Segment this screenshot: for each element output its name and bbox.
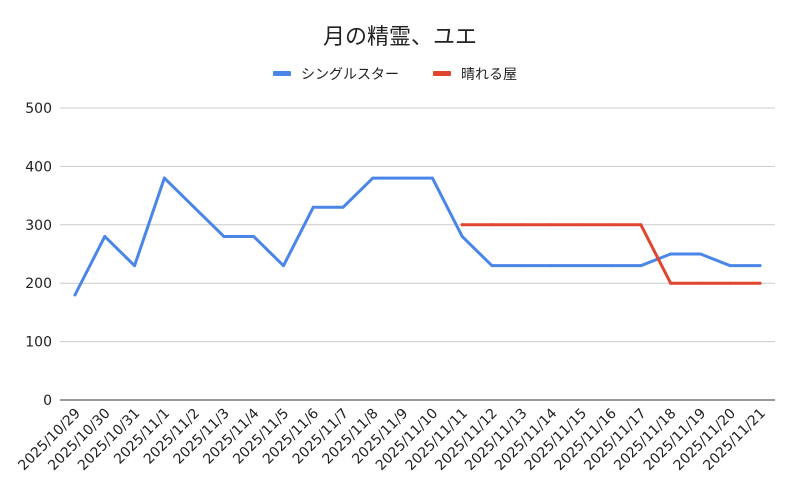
data-point[interactable]: [579, 223, 583, 227]
data-point[interactable]: [698, 281, 702, 285]
legend-swatch-2: [433, 71, 451, 76]
data-point[interactable]: [192, 205, 196, 209]
data-point[interactable]: [639, 264, 643, 268]
data-point[interactable]: [460, 223, 464, 227]
data-point[interactable]: [490, 264, 494, 268]
data-point[interactable]: [371, 176, 375, 180]
data-point[interactable]: [162, 176, 166, 180]
legend-label-1: シングルスター: [301, 67, 399, 83]
data-point[interactable]: [341, 205, 345, 209]
series-line-2[interactable]: [460, 223, 762, 285]
data-point[interactable]: [430, 176, 434, 180]
legend-swatch-1: [273, 71, 291, 76]
data-point[interactable]: [311, 205, 315, 209]
data-point[interactable]: [669, 281, 673, 285]
data-point[interactable]: [550, 223, 554, 227]
data-point[interactable]: [728, 264, 732, 268]
data-point[interactable]: [460, 234, 464, 238]
data-point[interactable]: [103, 234, 107, 238]
y-tick-label: 300: [25, 218, 52, 234]
data-point[interactable]: [639, 223, 643, 227]
data-point[interactable]: [73, 293, 77, 297]
data-point[interactable]: [698, 252, 702, 256]
gridlines: [60, 107, 775, 401]
y-tick-label: 200: [25, 276, 52, 292]
data-point[interactable]: [222, 234, 226, 238]
legend-item-2[interactable]: 晴れる屋: [433, 67, 517, 83]
data-point[interactable]: [520, 223, 524, 227]
data-point[interactable]: [758, 264, 762, 268]
data-point[interactable]: [401, 176, 405, 180]
y-tick-label: 400: [25, 159, 52, 175]
data-point[interactable]: [579, 264, 583, 268]
series-line-1[interactable]: [73, 176, 762, 297]
y-axis: 0 100 200 300 400 500: [25, 101, 52, 409]
data-point[interactable]: [550, 264, 554, 268]
chart-title: 月の精霊、ユエ: [323, 25, 477, 50]
data-point[interactable]: [728, 281, 732, 285]
y-tick-label: 500: [25, 101, 52, 117]
legend-label-2: 晴れる屋: [461, 67, 517, 83]
y-tick-label: 0: [43, 393, 52, 409]
data-point[interactable]: [669, 252, 673, 256]
data-point[interactable]: [281, 264, 285, 268]
data-point[interactable]: [609, 223, 613, 227]
series-lines: [73, 176, 762, 297]
y-tick-label: 100: [25, 335, 52, 351]
legend: シングルスター 晴れる屋: [273, 67, 517, 83]
data-point[interactable]: [133, 264, 137, 268]
data-point[interactable]: [609, 264, 613, 268]
data-point[interactable]: [252, 234, 256, 238]
legend-item-1[interactable]: シングルスター: [273, 67, 399, 83]
data-point[interactable]: [758, 281, 762, 285]
x-axis: 2025/10/292025/10/302025/10/312025/11/12…: [15, 405, 768, 473]
data-point[interactable]: [490, 223, 494, 227]
data-point[interactable]: [520, 264, 524, 268]
